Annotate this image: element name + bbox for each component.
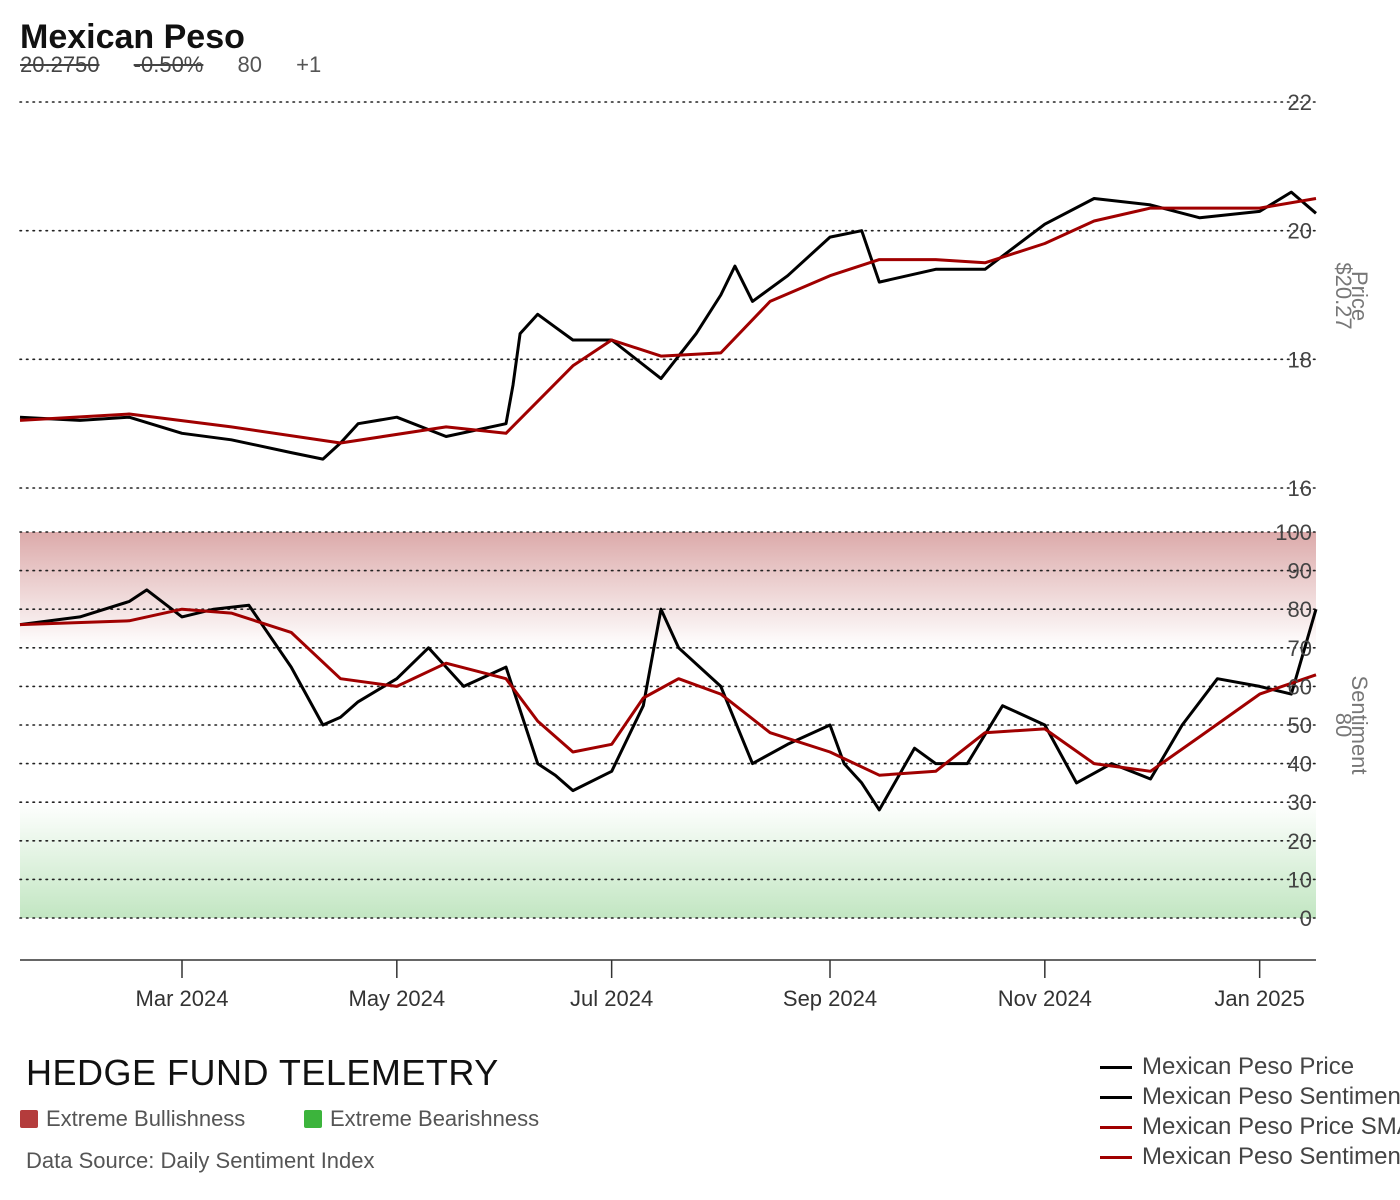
- legend-swatch: [1100, 1095, 1132, 1099]
- x-tick-label: May 2024: [349, 986, 446, 1011]
- sentiment-series-line-value: [19, 588, 1318, 812]
- sentiment-tick-label: 60: [1288, 674, 1312, 699]
- gridlines: [19, 101, 1317, 919]
- page-title: Mexican Peso: [20, 18, 245, 56]
- price-tick-label: 18: [1288, 347, 1312, 372]
- x-tick-label: Jan 2025: [1214, 986, 1305, 1011]
- x-tick-label: Jul 2024: [570, 986, 653, 1011]
- price-series-line-value: [19, 190, 1317, 461]
- legend-item[interactable]: Mexican Peso Sentiment SMA: [1100, 1142, 1400, 1172]
- sentiment-tick-label: 40: [1288, 752, 1312, 777]
- price-change: -0.50%: [133, 52, 204, 77]
- sentiment-tick-label: 0: [1300, 906, 1312, 931]
- price-current-value: $20.27: [1331, 262, 1356, 329]
- sentiment-tick-label: 10: [1288, 867, 1312, 892]
- sentiment-tick-label: 30: [1288, 790, 1312, 815]
- price-tick-label: 20: [1288, 219, 1312, 244]
- sentiment-tick-label: 20: [1288, 829, 1312, 854]
- legend-swatch: [1100, 1065, 1132, 1069]
- last-price: 20.2750: [20, 52, 100, 77]
- legend-item[interactable]: Mexican Peso Price: [1100, 1052, 1400, 1082]
- legend-label: Mexican Peso Price SMA: [1142, 1113, 1400, 1140]
- price-tick-label: 16: [1288, 476, 1312, 501]
- sentiment-tick-label: 90: [1288, 559, 1312, 584]
- price-axis-title: Price: [1347, 271, 1372, 321]
- legend-label: Mexican Peso Sentiment: [1142, 1083, 1400, 1110]
- bear-zone-key: Extreme Bearishness: [304, 1106, 539, 1132]
- legend-swatch: [1100, 1125, 1132, 1129]
- legend-swatch: [1100, 1155, 1132, 1159]
- quote-line: 20.2750 -0.50% 80 +1: [20, 52, 349, 78]
- sentiment-zones: [20, 532, 1316, 918]
- price-tick-label: 22: [1288, 90, 1312, 115]
- data-source: Data Source: Daily Sentiment Index: [26, 1148, 375, 1173]
- x-tick-label: Nov 2024: [998, 986, 1092, 1011]
- bull-zone-band: [20, 532, 1316, 648]
- bull-swatch: [20, 1110, 38, 1128]
- legend-label: Mexican Peso Price: [1142, 1053, 1355, 1080]
- x-tick-label: Mar 2024: [136, 986, 229, 1011]
- legend-item[interactable]: Mexican Peso Price SMA: [1100, 1112, 1400, 1142]
- bear-swatch: [304, 1110, 322, 1128]
- sentiment-tick-label: 50: [1288, 713, 1312, 738]
- bear-zone-label: Extreme Bearishness: [330, 1106, 540, 1131]
- bear-zone-band: [20, 802, 1316, 918]
- x-axis: Mar 2024 May 2024 Jul 2024 Sep 2024 Nov 2024…: [20, 959, 1316, 1011]
- legend-item[interactable]: Mexican Peso Sentiment: [1100, 1082, 1400, 1112]
- sentiment-tick-label: 100: [1275, 520, 1312, 545]
- price-series-line-sma: [19, 197, 1317, 445]
- bull-zone-label: Extreme Bullishness: [46, 1106, 246, 1131]
- sentiment-series-line-sma: [19, 607, 1317, 777]
- x-tick-label: Sep 2024: [783, 986, 877, 1011]
- y-axis-labels: 16 18 20 22 0 10 20 30 40 50 60 70 80 90 100 Price$20.2…: [1275, 90, 1372, 931]
- series-lines: [19, 190, 1318, 812]
- legend-label: Mexican Peso Sentiment SMA: [1142, 1143, 1400, 1170]
- legend: Mexican Peso Price Mexican Peso Sentimen…: [1100, 1052, 1400, 1172]
- sentiment-value: 80: [237, 52, 262, 77]
- sentiment-tick-label: 80: [1288, 597, 1312, 622]
- sentiment-tick-label: 70: [1288, 636, 1312, 661]
- sentiment-change: +1: [296, 52, 322, 77]
- brand-name: HEDGE FUND TELEMETRY: [26, 1052, 499, 1093]
- sentiment-current-value: 80: [1331, 713, 1356, 737]
- sentiment-axis-title: Sentiment: [1347, 675, 1372, 774]
- bull-zone-key: Extreme Bullishness: [20, 1106, 245, 1132]
